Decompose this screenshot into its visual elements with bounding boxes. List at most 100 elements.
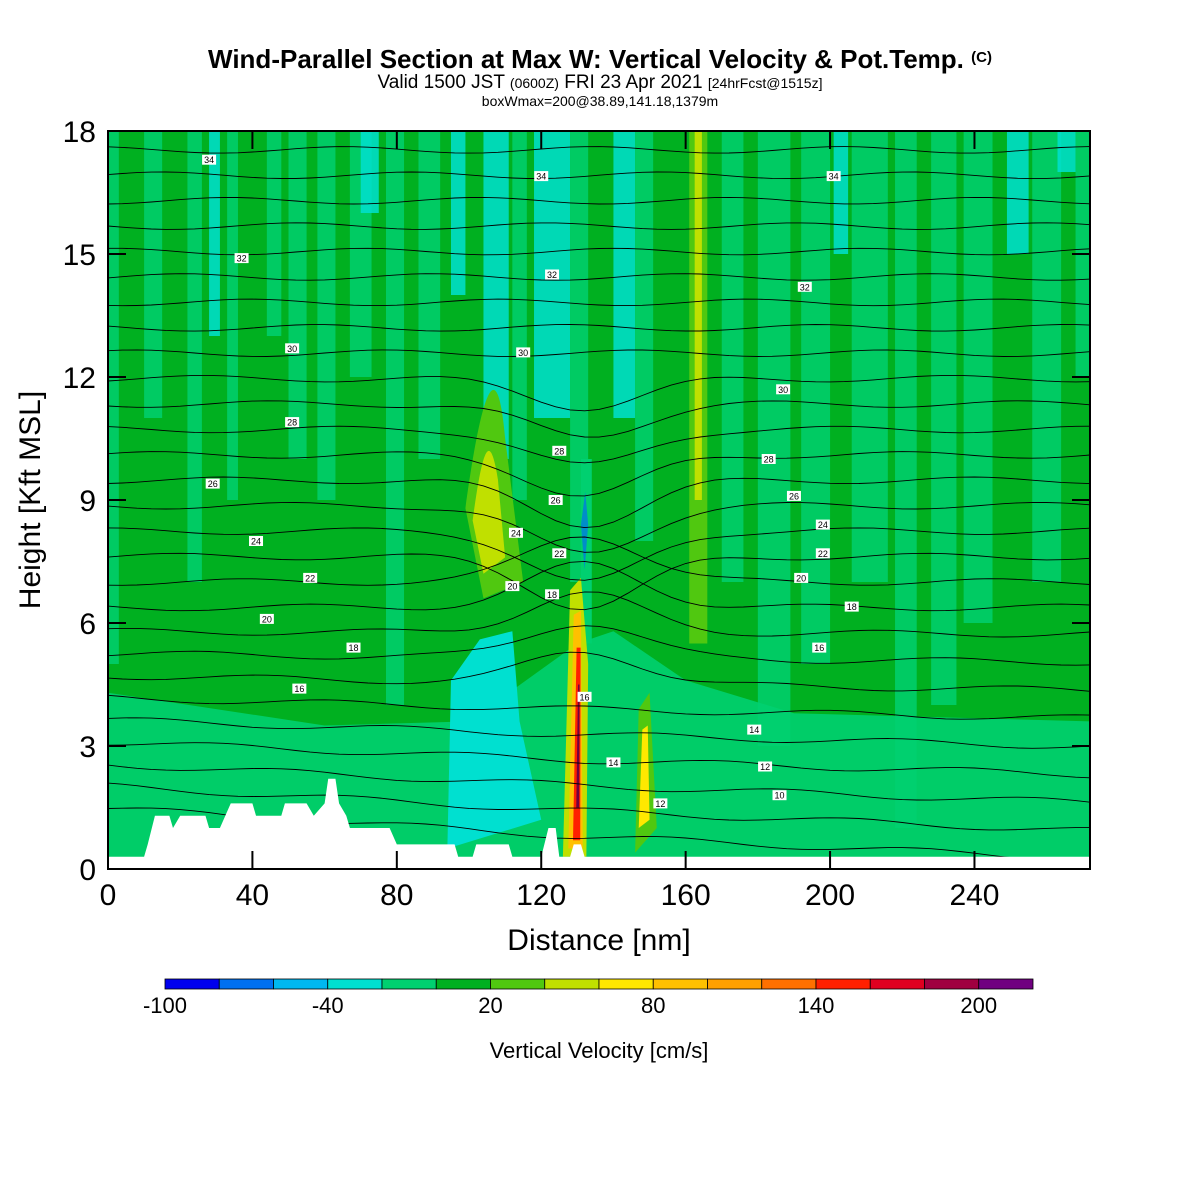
svg-text:30: 30: [778, 385, 788, 395]
y-tick-label: 6: [79, 608, 96, 641]
theta-label: 28: [552, 445, 567, 456]
colorbar-swatch: [164, 978, 220, 990]
svg-text:24: 24: [818, 520, 828, 530]
valid-date: FRI 23 Apr 2021: [564, 72, 703, 93]
theta-label: 18: [545, 589, 560, 600]
colorbar-swatch: [327, 978, 383, 990]
valid-prefix: Valid 1500 JST: [377, 72, 505, 93]
colorbar: -100 -40 20 80 140 200: [143, 978, 1034, 1018]
colorbar-swatch: [381, 978, 437, 990]
theta-label: 22: [303, 572, 318, 583]
colorbar-swatch: [273, 978, 329, 990]
terrain: [108, 778, 1090, 869]
svg-text:24: 24: [511, 528, 521, 538]
title-main: Wind-Parallel Section at Max W: Vertical…: [208, 44, 964, 74]
svg-text:26: 26: [551, 496, 561, 506]
svg-text:14: 14: [749, 725, 759, 735]
theta-label: 20: [505, 581, 520, 592]
theta-label: 18: [844, 601, 859, 612]
svg-text:32: 32: [800, 282, 810, 292]
colorbar-tick-label: -40: [312, 993, 344, 1018]
theta-label: 32: [545, 269, 560, 280]
theta-label: 32: [797, 281, 812, 292]
theta-label: 16: [577, 691, 592, 702]
svg-text:24: 24: [251, 537, 261, 547]
svg-text:22: 22: [305, 573, 315, 583]
theta-label: 32: [234, 253, 249, 264]
svg-text:16: 16: [294, 684, 304, 694]
colorbar-swatch: [598, 978, 654, 990]
svg-text:12: 12: [655, 799, 665, 809]
svg-text:34: 34: [536, 172, 546, 182]
y-tick-label: 0: [79, 854, 96, 887]
colorbar-tick-label: 140: [798, 993, 835, 1018]
theta-label: 34: [202, 154, 217, 165]
svg-text:28: 28: [287, 418, 297, 428]
box-info: boxWmax=200@38.89,141.18,1379m: [481, 93, 719, 109]
colorbar-tick-label: 20: [478, 993, 502, 1018]
valid-zulu: (0600Z): [509, 75, 559, 91]
velocity-field: 34 34 34 32 32 32 30 30 30 28 28 28 26 26 26 24 24 24 22 22…: [108, 131, 1090, 869]
colorbar-swatch: [924, 978, 980, 990]
x-tick-label: 0: [100, 879, 117, 912]
theta-label: 26: [205, 478, 220, 489]
colorbar-tick-label: 200: [960, 993, 997, 1018]
chart-subtitle: Valid 1500 JST (0600Z) FRI 23 Apr 2021 […: [0, 72, 1200, 94]
x-tick-label: 240: [949, 879, 999, 912]
theta-label: 30: [516, 347, 531, 358]
svg-text:20: 20: [796, 573, 806, 583]
theta-label: 12: [758, 761, 773, 772]
theta-label: 22: [552, 548, 567, 559]
svg-text:22: 22: [818, 549, 828, 559]
x-tick-label: 80: [380, 879, 413, 912]
theta-label: 14: [747, 724, 762, 735]
theta-label: 24: [508, 527, 523, 538]
x-tick-label: 160: [661, 879, 711, 912]
svg-text:30: 30: [287, 344, 297, 354]
y-tick-label: 18: [63, 116, 96, 149]
svg-text:32: 32: [237, 254, 247, 264]
colorbar-tick-label: 80: [641, 993, 665, 1018]
colorbar-tick-label: -100: [143, 993, 187, 1018]
theta-label: 26: [548, 495, 563, 506]
x-tick-label: 40: [236, 879, 269, 912]
colorbar-swatch: [869, 978, 925, 990]
copyright-mark: (C): [971, 49, 992, 66]
theta-label: 20: [794, 572, 809, 583]
theta-label: 16: [812, 642, 827, 653]
colorbar-swatch: [218, 978, 274, 990]
svg-text:18: 18: [847, 602, 857, 612]
theta-label: 14: [606, 757, 621, 768]
theta-label: 16: [292, 683, 307, 694]
y-axis-label: Height [Kft MSL]: [14, 391, 47, 609]
colorbar-swatch: [815, 978, 871, 990]
svg-text:34: 34: [204, 155, 214, 165]
theta-label: 28: [285, 417, 300, 428]
svg-text:16: 16: [580, 692, 590, 702]
theta-label: 18: [346, 642, 361, 653]
theta-label: 28: [761, 454, 776, 465]
theta-label: 24: [249, 536, 264, 547]
y-tick-label: 12: [63, 362, 96, 395]
theta-label: 34: [534, 171, 549, 182]
colorbar-swatch: [435, 978, 491, 990]
svg-text:26: 26: [208, 479, 218, 489]
svg-text:20: 20: [262, 614, 272, 624]
theta-label: 12: [653, 798, 668, 809]
svg-text:34: 34: [829, 172, 839, 182]
colorbar-swatch: [707, 978, 763, 990]
colorbar-swatch: [761, 978, 817, 990]
y-tick-label: 15: [63, 239, 96, 272]
svg-text:14: 14: [608, 758, 618, 768]
svg-text:10: 10: [775, 791, 785, 801]
x-axis-label: Distance [nm]: [507, 924, 690, 957]
x-tick-label: 200: [805, 879, 855, 912]
svg-text:26: 26: [789, 491, 799, 501]
theta-label: 30: [776, 384, 791, 395]
theta-label: 24: [815, 519, 830, 530]
x-tick-label: 120: [516, 879, 566, 912]
y-tick-label: 9: [79, 485, 96, 518]
chart-title: Wind-Parallel Section at Max W: Vertical…: [0, 44, 1200, 75]
svg-text:20: 20: [507, 582, 517, 592]
svg-text:28: 28: [554, 446, 564, 456]
